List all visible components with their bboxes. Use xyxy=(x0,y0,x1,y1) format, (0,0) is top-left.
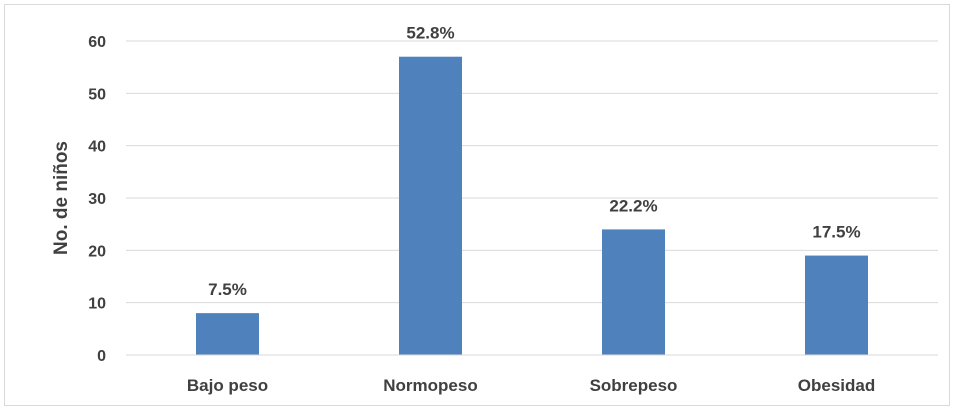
data-label: 52.8% xyxy=(406,24,454,43)
x-axis-categories: Bajo peso Normopeso Sobrepeso Obesidad xyxy=(187,376,875,395)
bar xyxy=(196,313,259,355)
y-tick-label: 20 xyxy=(88,243,106,260)
y-tick-label: 30 xyxy=(88,191,106,208)
bar xyxy=(602,229,665,355)
x-category-label: Obesidad xyxy=(798,376,875,395)
bars xyxy=(196,56,868,355)
y-tick-label: 60 xyxy=(88,34,106,51)
bar xyxy=(399,56,462,355)
y-tick-label: 40 xyxy=(88,139,106,156)
grid-lines xyxy=(126,40,938,304)
data-labels: 7.5% 52.8% 22.2% 17.5% xyxy=(208,24,860,299)
y-tick-label: 50 xyxy=(88,86,106,103)
y-axis-label: No. de niños xyxy=(51,141,72,255)
y-axis-ticks: 0 10 20 30 40 50 60 xyxy=(88,34,106,365)
chart-frame xyxy=(4,4,950,406)
x-category-label: Normopeso xyxy=(383,376,477,395)
y-tick-label: 10 xyxy=(88,296,106,313)
data-label: 17.5% xyxy=(812,223,860,242)
x-category-label: Bajo peso xyxy=(187,376,268,395)
data-label: 22.2% xyxy=(609,196,657,215)
y-tick-label: 0 xyxy=(97,348,106,365)
bar xyxy=(805,255,868,355)
x-category-label: Sobrepeso xyxy=(590,376,678,395)
data-label: 7.5% xyxy=(208,280,247,299)
